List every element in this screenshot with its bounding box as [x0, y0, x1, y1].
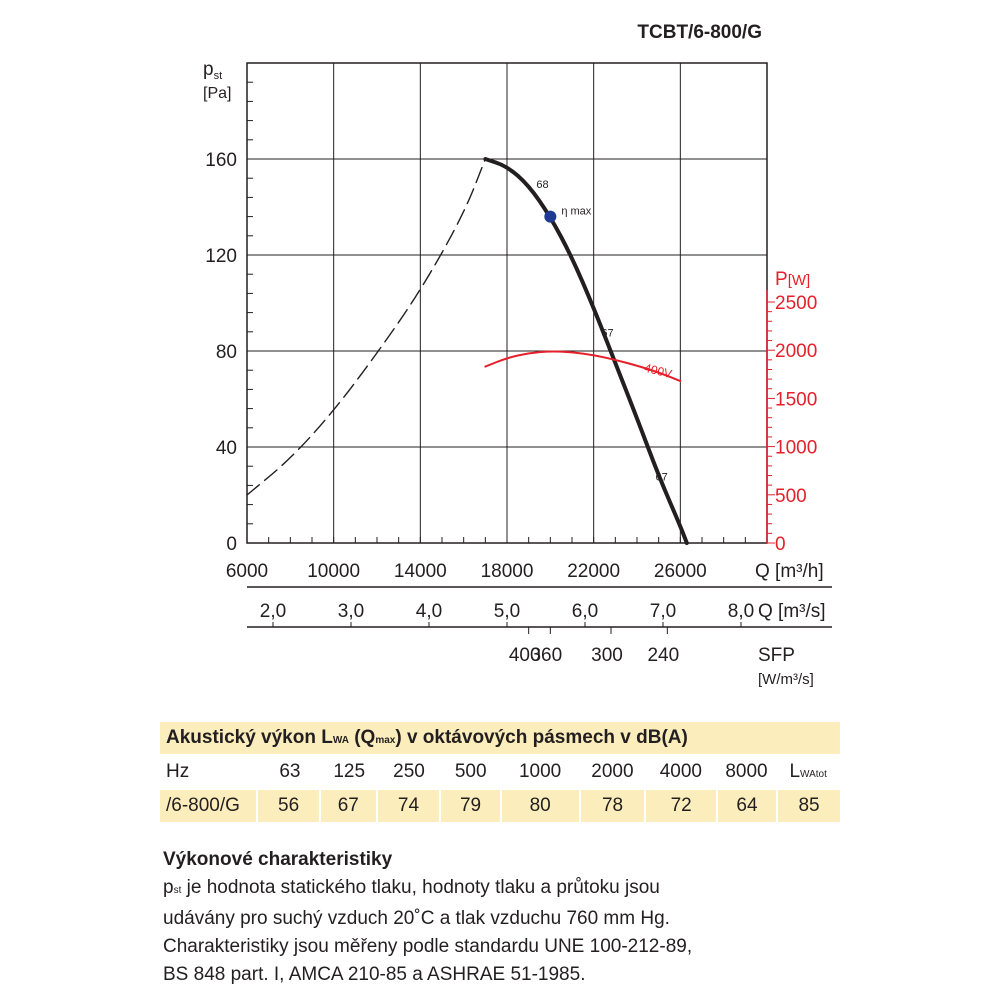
x-m3s-tick-label: 4,0 [416, 601, 442, 622]
annotation-label: η max [561, 206, 591, 218]
performance-line-1: pst je hodnota statického tlaku, hodnoty… [163, 874, 883, 905]
y-right-label-unit: [W] [788, 272, 811, 289]
acoustic-title-sub2: max [375, 735, 396, 746]
x-sfp-tick-label: 300 [591, 645, 623, 666]
acoustic-cell: 67 [319, 790, 375, 822]
acoustic-row-label: Hz [166, 761, 190, 782]
acoustic-title-b: (Q [348, 727, 376, 748]
performance-line-1-rest: je hodnota statického tlaku, hodnoty tla… [181, 877, 660, 898]
x-sfp-unit: [W/m³/s] [758, 671, 814, 688]
annotation-label: 68 [536, 179, 548, 191]
x-m3s-tick-label: 8,0 [728, 601, 754, 622]
acoustic-title-a: Akustický výkon L [166, 727, 333, 748]
x-m3h-tick-label: 10000 [307, 561, 360, 582]
minor-ticks [246, 62, 775, 544]
x-m3s-tick-label: 6,0 [572, 601, 598, 622]
acoustic-cell: 74 [375, 790, 440, 822]
acoustic-table: Akustický výkon LWA (Qmax) v oktávových … [160, 722, 840, 822]
y-left-unit: [Pa] [203, 85, 231, 102]
x-m3s-tick-label: 2,0 [260, 601, 286, 622]
eta-max-marker [544, 210, 557, 223]
y-right-label-main: P [775, 269, 788, 290]
acoustic-cell: 56 [256, 790, 319, 822]
y-left-tick-label: 120 [205, 246, 237, 267]
x-m3h-tick-label: 14000 [394, 561, 447, 582]
performance-line-3: Charakteristiky jsou měřeny podle standa… [163, 936, 693, 957]
performance-heading: Výkonové charakteristiky [163, 849, 393, 870]
acoustic-total-cell: 85 [776, 790, 840, 822]
y-left-label: pst [203, 59, 222, 82]
acoustic-cell: 72 [644, 790, 715, 822]
acoustic-cell: 500 [454, 761, 487, 782]
annotations: 68 η max 67 67 400V [536, 179, 673, 484]
acoustic-cell: 125 [333, 761, 366, 782]
y-left-tick-label: 160 [205, 150, 237, 171]
y-left-label-sub: st [214, 70, 223, 82]
acoustic-title-sub1: WA [332, 735, 349, 746]
y-right-tick-label: 1500 [775, 389, 817, 410]
performance-line-4: BS 848 part. I, AMCA 210-85 a ASHRAE 51-… [163, 964, 586, 985]
acoustic-cell: 8000 [725, 761, 768, 782]
left-axis-ticks: 0 40 80 120 160 [205, 150, 237, 555]
acoustic-title-c: ) v oktávových pásmech v dB(A) [395, 727, 688, 748]
y-left-tick-label: 40 [216, 438, 237, 459]
y-left-tick-label: 0 [226, 534, 237, 555]
annotation-label: 67 [656, 472, 668, 484]
right-axis-ticks: 0 500 1000 1500 2000 2500 [775, 293, 817, 555]
power-curve [484, 350, 682, 383]
x-sfp-tick-label: 400 [509, 645, 541, 666]
acoustic-cell: 80 [499, 790, 579, 822]
acoustic-header-row: Hz 63 125 250 500 1000 2000 4000 8000 LWAtot [160, 756, 840, 788]
performance-line-2: udávány pro suchý vzduch 20˚C a tlak vzd… [163, 908, 670, 929]
acoustic-cell: 1000 [518, 761, 562, 782]
acoustic-cell: 79 [439, 790, 499, 822]
y-right-tick-label: 2000 [775, 341, 817, 362]
y-left-label-main: p [203, 59, 214, 80]
pressure-curve [483, 157, 689, 545]
x-m3s-label: Q [m³/s] [758, 601, 826, 622]
x-m3s-tick-label: 3,0 [338, 601, 364, 622]
x-sfp-label: SFP [758, 645, 795, 666]
x-sfp-tick-label: 360 [530, 645, 562, 666]
x-m3h-tick-label: 22000 [567, 561, 620, 582]
acoustic-cell: 64 [715, 790, 776, 822]
y-right-tick-label: 0 [775, 534, 786, 555]
y-right-tick-label: 500 [775, 486, 807, 507]
bottom-axis-ticks: 6000 10000 14000 18000 22000 26000 2,0 3,0 4,0 5,… [226, 561, 754, 666]
acoustic-cell: 63 [279, 761, 301, 782]
lwatot-sub: WAtot [800, 769, 827, 780]
acoustic-title: Akustický výkon LWA (Qmax) v oktávových … [160, 722, 840, 754]
performance-text: Výkonové charakteristiky pst je hodnota … [163, 846, 883, 989]
x-m3h-label: Q [m³/h] [755, 561, 824, 582]
y-right-tick-label: 2500 [775, 293, 817, 314]
acoustic-cell: 4000 [659, 761, 703, 782]
fan-curve-chart: 0 40 80 120 160 0 500 1000 1500 2000 2500 6000 100… [203, 22, 832, 688]
acoustic-row-label: /6-800/G [166, 795, 240, 816]
acoustic-cell: 250 [393, 761, 425, 782]
pst-main: p [163, 877, 174, 898]
x-m3h-tick-label: 26000 [654, 561, 707, 582]
series-label: 400V [643, 361, 674, 381]
chart-title: TCBT/6-800/G [637, 22, 762, 43]
x-m3h-tick-label: 18000 [481, 561, 534, 582]
lwatot-main: L [789, 761, 801, 782]
x-sfp-tick-label: 240 [647, 645, 679, 666]
unstable-curve [246, 158, 487, 496]
acoustic-data-row: /6-800/G 56 67 74 79 80 78 72 64 85 [160, 790, 840, 822]
x-m3s-tick-label: 5,0 [494, 601, 520, 622]
pst-sub: st [173, 885, 182, 896]
y-right-label: P[W] [775, 269, 810, 290]
curves [246, 157, 689, 545]
acoustic-total-cell: LWAtot [776, 756, 840, 788]
x-m3s-tick-label: 7,0 [650, 601, 676, 622]
acoustic-cell: 2000 [591, 761, 634, 782]
y-left-tick-label: 80 [216, 342, 237, 363]
y-right-tick-label: 1000 [775, 438, 817, 459]
acoustic-cell: 78 [578, 790, 645, 822]
x-m3h-tick-label: 6000 [226, 561, 268, 582]
chart-grid [246, 63, 767, 544]
annotation-label: 67 [601, 328, 613, 340]
